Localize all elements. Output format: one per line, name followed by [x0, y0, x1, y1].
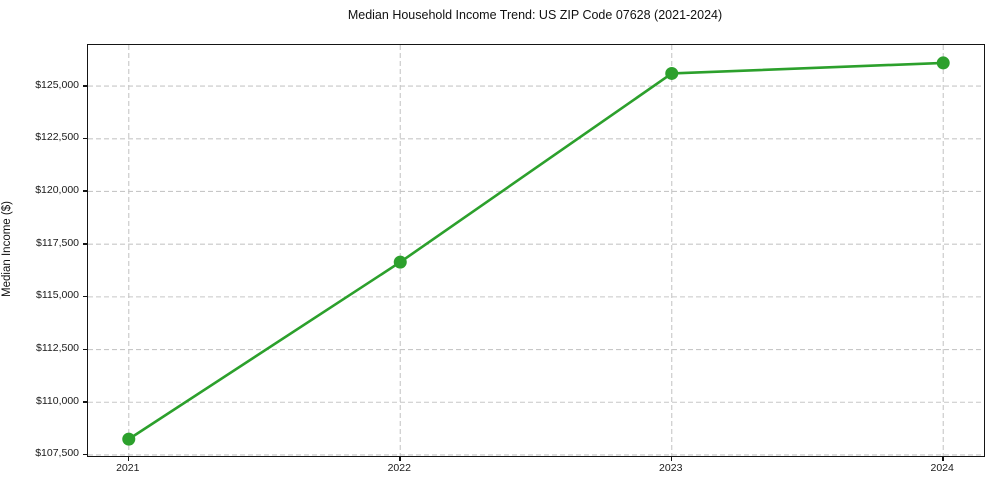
y-tick-label: $117,500	[35, 236, 79, 249]
y-tick-mark	[83, 190, 87, 192]
data-point-marker	[936, 56, 950, 70]
median-income-line	[127, 61, 945, 441]
y-tick-label: $125,000	[35, 78, 79, 91]
x-tick-label: 2023	[659, 462, 683, 474]
line-chart-canvas	[88, 45, 984, 456]
x-tick-label: 2021	[116, 462, 140, 474]
y-tick-mark	[83, 348, 87, 351]
x-tick-label: 2024	[930, 462, 954, 474]
plot-area	[87, 44, 985, 457]
chart-title: Median Household Income Trend: US ZIP Co…	[347, 8, 723, 22]
y-tick-mark	[83, 137, 87, 140]
x-tick-mark	[670, 456, 673, 461]
y-tick-label: $115,000	[35, 289, 79, 302]
x-tick-label: 2022	[387, 462, 411, 474]
y-tick-mark	[83, 85, 87, 87]
x-tick-mark	[127, 456, 130, 461]
y-tick-mark	[83, 453, 87, 456]
y-tick-mark	[83, 295, 87, 298]
y-tick-mark	[83, 401, 87, 403]
y-tick-label: $107,500	[35, 447, 79, 460]
y-tick-label: $112,500	[35, 342, 79, 355]
y-tick-label: $120,000	[35, 183, 79, 196]
data-point-marker	[122, 432, 136, 446]
data-point-marker	[393, 255, 407, 269]
y-tick-label: $122,500	[35, 131, 79, 144]
y-tick-label: $110,000	[35, 394, 79, 407]
x-tick-mark	[399, 456, 401, 461]
x-tick-mark	[942, 456, 944, 461]
y-tick-mark	[83, 243, 87, 245]
data-point-marker	[665, 66, 679, 80]
